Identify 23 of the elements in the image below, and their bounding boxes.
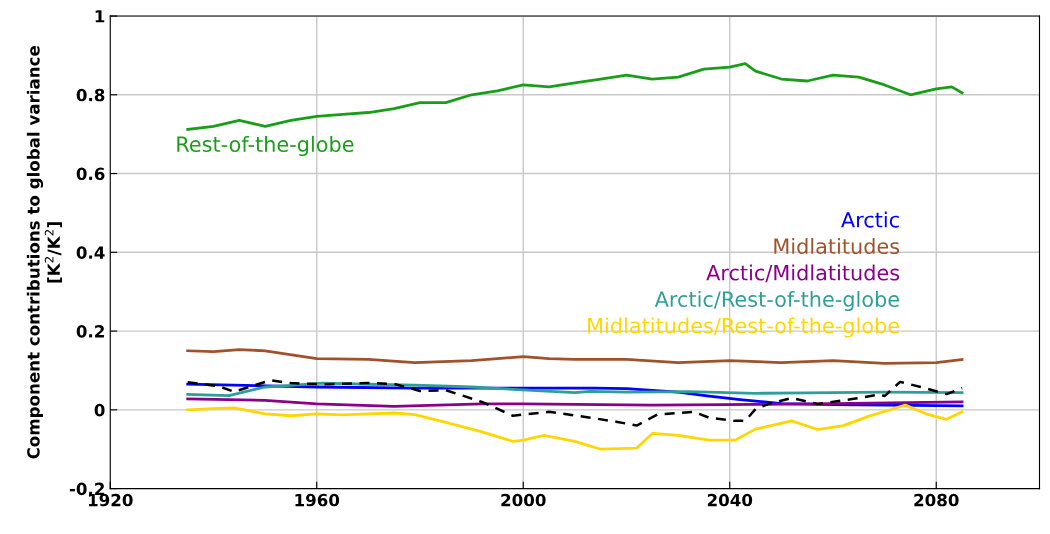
line-series bbox=[186, 348, 964, 365]
text: Arctic/Rest-of-the-globe bbox=[654, 290, 899, 312]
x-tick-label: 2040 bbox=[707, 493, 753, 507]
x-tick-label: 1960 bbox=[295, 493, 340, 507]
line-series bbox=[186, 397, 964, 408]
y-tick-label: 0.6 bbox=[76, 167, 105, 181]
y-tick-label: 1 bbox=[95, 10, 105, 23]
line-series bbox=[186, 379, 964, 427]
line-series bbox=[186, 381, 964, 398]
y-tick-label: 0.8 bbox=[76, 88, 105, 102]
line-series bbox=[186, 62, 964, 131]
text: Arctic bbox=[841, 211, 899, 228]
series-label: Rest-of-the-globe bbox=[177, 135, 354, 157]
y-tick-label: 0 bbox=[94, 403, 105, 417]
x-tick-label: 2080 bbox=[914, 493, 959, 507]
x-tick-label: 2000 bbox=[501, 493, 546, 507]
y-axis-title: Component contributions to global variance [K$^{2}$/K$^{2}$] bbox=[26, 46, 62, 459]
text: Midlatitudes/Rest-of-the-globe bbox=[588, 317, 899, 338]
text: Midlatitudes bbox=[774, 237, 900, 255]
y-tick-label: 0.2 bbox=[76, 325, 104, 338]
text: Arctic/Midlatitudes bbox=[706, 264, 900, 283]
y-tick-label: 0.4 bbox=[76, 246, 105, 259]
line-series bbox=[186, 403, 964, 451]
